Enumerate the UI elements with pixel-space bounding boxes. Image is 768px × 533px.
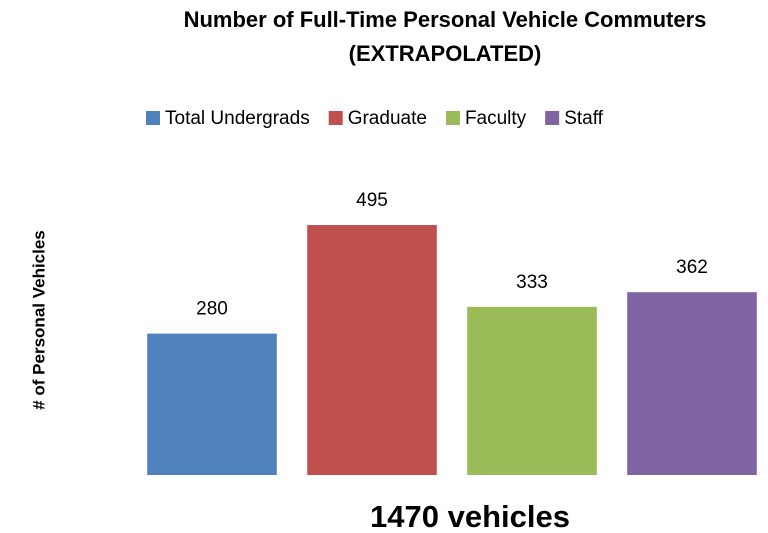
y-axis-label: # of Personal Vehicles bbox=[29, 230, 48, 410]
legend-swatch bbox=[545, 111, 560, 125]
annotation: 1470 vehicles bbox=[370, 499, 570, 533]
bar bbox=[467, 306, 597, 475]
bar bbox=[627, 292, 757, 475]
data-label: 280 bbox=[196, 299, 228, 320]
chart-title: Number of Full-Time Personal Vehicle Com… bbox=[184, 7, 707, 32]
data-label: 333 bbox=[516, 272, 548, 293]
legend-label: Total Undergrads bbox=[165, 108, 310, 129]
legend-label: Staff bbox=[564, 108, 603, 129]
legend-swatch bbox=[328, 111, 343, 125]
bar bbox=[147, 333, 277, 475]
chart-subtitle: (EXTRAPOLATED) bbox=[349, 41, 542, 66]
legend-swatch bbox=[445, 111, 460, 125]
legend-label: Faculty bbox=[465, 108, 527, 129]
data-label: 362 bbox=[676, 257, 708, 278]
legend-swatch bbox=[146, 111, 160, 125]
bar bbox=[307, 225, 437, 475]
legend-label: Graduate bbox=[348, 108, 427, 129]
data-label: 495 bbox=[356, 190, 388, 211]
